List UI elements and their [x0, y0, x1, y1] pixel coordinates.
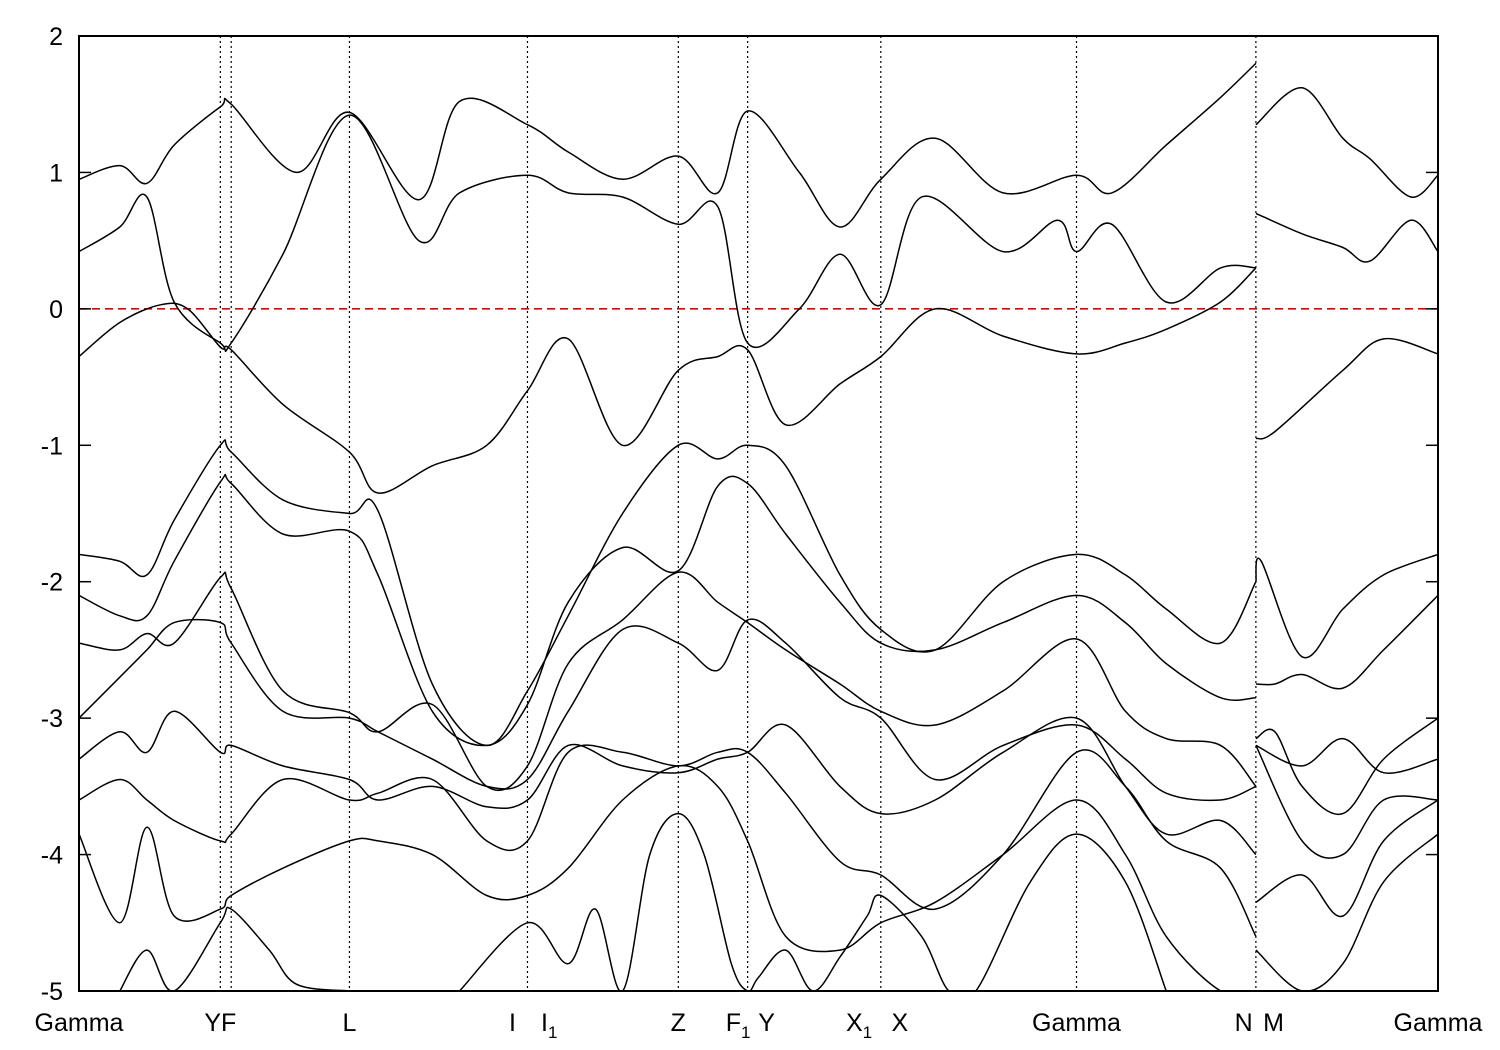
kpoint-label: Gamma [35, 1009, 124, 1037]
band-4 [79, 267, 1257, 494]
kpoint-label-text: L [342, 1009, 356, 1037]
kpoint-label: M [1263, 1009, 1284, 1037]
kpoint-label: Gamma [1032, 1009, 1121, 1037]
y-tick-label: 0 [49, 296, 63, 324]
kpoint-label-text: Gamma [1032, 1009, 1121, 1037]
kpoint-label: L [342, 1009, 356, 1037]
band-1 [1255, 87, 1438, 198]
band-19 [1255, 833, 1438, 991]
band-0 [79, 62, 1257, 228]
x-axis-kpoint-labels: Gamma YF L I I1 Z F1 Y X1 X Gamma N M Gamma [35, 1009, 1483, 1042]
kpoint-label-text: Gamma [35, 1009, 124, 1037]
plot-frame [78, 35, 1439, 992]
kpoint-label-text: Y [758, 1009, 775, 1037]
kpoint-label-text: X [891, 1009, 908, 1037]
kpoint-label: I1 [541, 1009, 557, 1042]
kpoint-label: Z [671, 1009, 686, 1037]
band-7 [1255, 553, 1438, 659]
band-2 [79, 114, 1256, 353]
kpoint-label: Gamma [1394, 1009, 1483, 1037]
kpoint-label-text: Gamma [1394, 1009, 1483, 1037]
band-12 [79, 618, 1257, 802]
y-tick-label: -3 [41, 705, 63, 733]
band-15 [1255, 745, 1438, 859]
band-20 [458, 812, 1167, 991]
kpoint-label: N [1235, 1009, 1253, 1037]
band-13 [1255, 737, 1438, 774]
band-21 [119, 906, 350, 991]
band-14 [79, 710, 1257, 856]
high-symmetry-lines [219, 36, 1257, 991]
kpoint-label-subscript: 1 [741, 1023, 750, 1042]
band-10 [79, 571, 1257, 792]
y-tick-label: 2 [49, 23, 63, 51]
kpoint-label-text: X [846, 1009, 863, 1037]
band-3 [1255, 212, 1438, 263]
band-9 [1255, 594, 1438, 690]
y-tick-label: -4 [41, 842, 63, 870]
kpoint-label: I [509, 1009, 516, 1037]
kpoint-label-text: N [1235, 1009, 1253, 1037]
kpoint-label: YF [204, 1009, 236, 1037]
y-axis: 2 1 0 -1 -2 -3 -4 -5 [41, 23, 1438, 1006]
kpoint-label-text: Z [671, 1009, 686, 1037]
y-tick-label: -1 [41, 432, 63, 460]
y-tick-label: -5 [41, 978, 63, 1006]
kpoint-label-text: YF [204, 1009, 236, 1037]
y-tick-label: 1 [49, 159, 63, 187]
band-6 [79, 439, 1257, 747]
kpoint-label: X1 [846, 1009, 872, 1042]
kpoint-label-text: I [541, 1009, 548, 1037]
kpoint-label-text: M [1263, 1009, 1284, 1037]
kpoint-label: Y [758, 1009, 775, 1037]
kpoint-label-subscript: 1 [863, 1023, 872, 1042]
kpoint-label-text: F [726, 1009, 741, 1037]
band-16 [79, 744, 1257, 937]
kpoint-label: F1 [726, 1009, 751, 1042]
y-tick-label: -2 [41, 569, 63, 597]
kpoint-label-subscript: 1 [548, 1023, 557, 1042]
band-18 [79, 764, 1256, 991]
band-8 [79, 473, 1256, 747]
band-11 [1255, 717, 1438, 816]
band-lines [79, 62, 1438, 991]
kpoint-label: X [891, 1009, 908, 1037]
kpoint-label-text: I [509, 1009, 516, 1037]
band-5 [1255, 337, 1438, 440]
band-17 [1255, 799, 1438, 917]
